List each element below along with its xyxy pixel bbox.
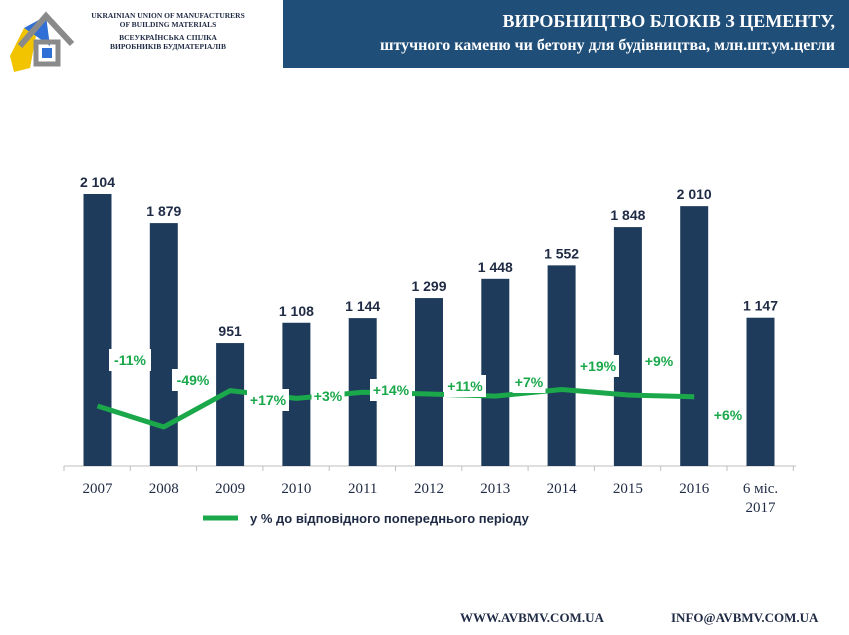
bar-value-label: 2 010 bbox=[677, 186, 712, 202]
line-value-label: +19% bbox=[580, 358, 617, 374]
line-label-box bbox=[512, 371, 546, 393]
bar-value-label: 951 bbox=[218, 323, 242, 339]
line-value-label: +7% bbox=[515, 374, 544, 390]
x-tick-label: 2016 bbox=[679, 481, 710, 497]
bar bbox=[746, 317, 775, 466]
line-value-label: +17% bbox=[250, 392, 287, 408]
legend-label: у % до відповідного попереднього періоду bbox=[250, 511, 530, 526]
x-tick-label: 2012 bbox=[414, 481, 444, 497]
org-name-ua: ВСЕУКРАЇНСЬКА СПІЛКА ВИРОБНИКІВ БУДМАТЕР… bbox=[74, 33, 262, 51]
line-label-box bbox=[172, 369, 214, 391]
x-tick-label: 2010 bbox=[281, 481, 311, 497]
bar bbox=[481, 278, 510, 466]
line-label-box bbox=[247, 389, 289, 411]
line-label-box bbox=[109, 349, 151, 371]
bar bbox=[613, 227, 642, 466]
bar-value-label: 1 108 bbox=[279, 303, 314, 319]
line-value-label: +11% bbox=[447, 378, 483, 394]
header-bar: ВИРОБНИЦТВО БЛОКІВ З ЦЕМЕНТУ, штучного к… bbox=[283, 0, 849, 68]
bar-value-label: 1 552 bbox=[544, 245, 579, 261]
bar-value-label: 1 299 bbox=[411, 278, 446, 294]
x-tick-label: 2011 bbox=[348, 481, 377, 497]
line-label-box bbox=[577, 355, 619, 377]
bar-value-label: 1 147 bbox=[743, 298, 778, 314]
footer-email[interactable]: INFO@AVBMV.COM.UA bbox=[671, 610, 819, 625]
bar bbox=[547, 265, 576, 466]
x-tick-label: 2015 bbox=[613, 481, 643, 497]
line-value-label: -49% bbox=[177, 372, 210, 388]
bar-value-label: 1 144 bbox=[345, 298, 380, 314]
line-label-box bbox=[642, 350, 676, 372]
line-value-label: +3% bbox=[314, 388, 343, 404]
x-tick-label: 2009 bbox=[215, 481, 245, 497]
line-value-label: +6% bbox=[714, 407, 743, 423]
bar-value-label: 1 879 bbox=[146, 203, 181, 219]
bar-value-label: 2 104 bbox=[80, 174, 115, 190]
org-name-en-line1: UKRAINIAN UNION OF MANUFACTURERS bbox=[91, 11, 245, 20]
x-tick-label: 2013 bbox=[480, 481, 510, 497]
line-value-label: +14% bbox=[373, 382, 410, 398]
line-value-label: -11% bbox=[114, 352, 146, 368]
org-name-en-line2: OF BUILDING MATERIALS bbox=[119, 20, 217, 29]
bar bbox=[415, 298, 443, 466]
page-subtitle: штучного каменю чи бетону для будівництв… bbox=[379, 37, 835, 54]
x-tick-label: 6 міс. bbox=[743, 481, 778, 497]
bar bbox=[83, 194, 112, 466]
bar-value-label: 1 448 bbox=[478, 259, 513, 275]
x-tick-label: 2017 bbox=[746, 500, 777, 516]
x-tick-label: 2008 bbox=[149, 481, 179, 497]
line-value-label: +9% bbox=[645, 353, 674, 369]
line-label-box bbox=[711, 404, 745, 426]
bar bbox=[149, 223, 178, 466]
org-name-ua-line1: ВСЕУКРАЇНСЬКА СПІЛКА bbox=[119, 33, 217, 42]
org-name-ua-line2: ВИРОБНИКІВ БУДМАТЕРІАЛІВ bbox=[110, 42, 226, 51]
bar bbox=[216, 343, 245, 466]
house-logo-icon bbox=[10, 11, 75, 72]
org-name-en: UKRAINIAN UNION OF MANUFACTURERS OF BUIL… bbox=[74, 11, 262, 29]
line-label-box bbox=[370, 379, 412, 401]
bar-value-label: 1 848 bbox=[610, 207, 645, 223]
x-tick-label: 2014 bbox=[547, 481, 578, 497]
page-title: ВИРОБНИЦТВО БЛОКІВ З ЦЕМЕНТУ, bbox=[502, 11, 835, 31]
line-label-box bbox=[311, 385, 345, 407]
line-label-box bbox=[444, 375, 486, 397]
bar bbox=[680, 206, 709, 466]
x-tick-label: 2007 bbox=[83, 481, 114, 497]
footer-website[interactable]: WWW.AVBMV.COM.UA bbox=[460, 610, 604, 625]
